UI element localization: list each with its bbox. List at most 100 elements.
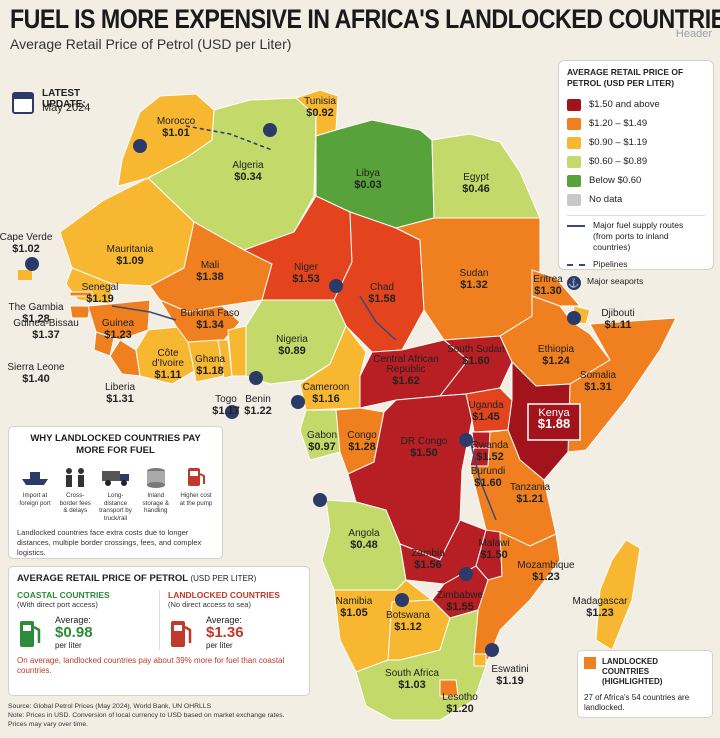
country-label: Mauritania$1.09	[107, 244, 154, 267]
landlocked-value-row: Average: $1.36 per liter	[168, 615, 301, 650]
kenya-callout	[527, 403, 581, 441]
legend-divider	[567, 215, 705, 216]
country-price: $1.11	[605, 319, 632, 331]
step-transport: Long-distance transport by truck/rail	[98, 465, 134, 522]
country-guinea-bissau[interactable]	[69, 305, 91, 319]
landlocked-box-title: LANDLOCKED COUNTRIES (HIGHLIGHTED)	[602, 657, 663, 686]
country-label: Guinea$1.23	[102, 318, 135, 341]
country-label: Burundi$1.60	[471, 466, 505, 489]
country-name: Senegal	[82, 282, 119, 293]
legend-bin-5: No data	[567, 190, 705, 209]
country-name: Liberia	[105, 382, 135, 393]
country-name: Benin	[245, 394, 271, 405]
fuel-pump-icon	[168, 617, 194, 649]
country-label: Tanzania$1.21	[510, 482, 550, 505]
legend-pipelines: Pipelines	[567, 259, 705, 270]
country-price: $1.50	[480, 549, 508, 561]
route-line-icon	[567, 225, 585, 227]
country-price: $1.88	[538, 416, 571, 431]
step-storage: Inland storage & handling	[138, 465, 174, 522]
coastal-value-row: Average: $0.98 per liter	[17, 615, 159, 650]
source-line: Source: Global Petrol Prices (May 2024),…	[8, 703, 212, 710]
country-name: Côte	[157, 348, 179, 359]
legend-bin-0: $1.50 and above	[567, 95, 705, 114]
country-label: Nigeria$0.89	[276, 334, 308, 357]
country-price: $1.40	[22, 373, 50, 385]
legend-routes: Major fuel supply routes (from ports to …	[567, 220, 705, 253]
update-value: May 2024	[42, 102, 91, 114]
country-name: Republic	[387, 364, 426, 375]
average-columns: COASTAL COUNTRIES (With direct port acce…	[17, 590, 301, 650]
anchor-icon: ⚓	[567, 276, 581, 290]
country-price: $1.58	[368, 293, 396, 305]
page-title: FUEL IS MORE EXPENSIVE IN AFRICA'S LANDL…	[10, 4, 720, 34]
step-label: Cross-border fees & delays	[59, 492, 91, 514]
supply-route	[359, 295, 397, 341]
country-eritrea[interactable]	[531, 269, 582, 307]
country-liberia[interactable]	[109, 339, 141, 377]
country-name: Djibouti	[601, 308, 634, 319]
country-name: South Africa	[385, 668, 439, 679]
average-title: AVERAGE RETAIL PRICE OF PETROL (USD PER …	[17, 573, 301, 584]
why-steps: Import at foreign port Cross-border fees…	[17, 465, 214, 522]
landlocked-head: LANDLOCKED COUNTRIES	[168, 590, 280, 600]
country-price: $1.21	[516, 493, 544, 505]
country-price: $0.46	[462, 183, 490, 195]
country-ghana[interactable]	[187, 339, 225, 383]
country-eswatini[interactable]	[473, 653, 487, 667]
country-label: Chad$1.58	[368, 282, 396, 305]
country-madagascar[interactable]	[595, 539, 641, 651]
step-label: Long-distance transport by truck/rail	[99, 492, 132, 522]
country-price: $1.22	[244, 405, 272, 417]
average-title-text: AVERAGE RETAIL PRICE OF PETROL	[17, 573, 188, 584]
legend-swatch	[567, 98, 581, 111]
country-price: $1.45	[472, 411, 500, 423]
legend-title: AVERAGE RETAIL PRICE OF PETROL (USD PER …	[567, 67, 684, 88]
country-gabon[interactable]	[299, 409, 341, 461]
country-label: Cameroon$1.16	[303, 382, 350, 405]
country-label: Liberia$1.31	[105, 382, 135, 405]
latest-update: LATEST UPDATE: May 2024	[10, 86, 120, 126]
country-name: Zambia	[411, 548, 445, 559]
page-subtitle: Average Retail Price of Petrol (USD per …	[10, 36, 292, 52]
country-label: Congo$1.28	[347, 430, 377, 453]
average-footnote: On average, landlocked countries pay abo…	[17, 656, 285, 675]
step-label: Inland storage & handling	[142, 492, 169, 514]
country-name: d'Ivoire	[152, 358, 184, 369]
legend-swatch	[567, 193, 581, 206]
fuel-pump-icon	[17, 617, 43, 649]
fuel-pump-icon	[178, 465, 214, 489]
watermark: Header	[675, 28, 712, 40]
note-line: Prices may vary over time.	[8, 721, 89, 728]
country-price: $1.05	[340, 607, 368, 619]
country-name: Madagascar	[572, 596, 628, 607]
legend-label: $1.20 – $1.49	[589, 118, 648, 129]
landlocked-average: Average: $1.36 per liter	[206, 615, 244, 650]
country-name: Tunisia	[304, 96, 336, 107]
country-somalia[interactable]	[567, 317, 677, 453]
legend-swatch	[567, 174, 581, 187]
country-lesotho[interactable]	[439, 679, 459, 697]
country-label: Tunisia$0.92	[304, 96, 336, 119]
country-price: $1.34	[196, 319, 224, 331]
country-name: Libya	[356, 168, 380, 179]
country-price: $1.31	[584, 381, 612, 393]
country-label: Niger$1.53	[292, 262, 320, 285]
country-price: $1.23	[532, 571, 560, 583]
country-price: $0.03	[354, 179, 382, 191]
country-label: Cape Verde$1.02	[0, 232, 53, 255]
country-price: $1.38	[196, 271, 224, 283]
country-cape-verde[interactable]	[18, 270, 32, 280]
pipeline	[185, 125, 273, 151]
landlocked-label: Average:	[206, 615, 242, 625]
country-price: $1.23	[586, 607, 614, 619]
calendar-icon	[12, 92, 34, 114]
country-mali[interactable]	[149, 221, 273, 313]
country-name: Guinea	[102, 318, 135, 329]
country-name: Algeria	[232, 160, 264, 171]
country-price: $1.18	[196, 365, 224, 377]
why-note: Landlocked countries face extra costs du…	[17, 528, 202, 557]
country-name: Egypt	[463, 172, 489, 183]
country-gambia[interactable]	[69, 291, 93, 297]
